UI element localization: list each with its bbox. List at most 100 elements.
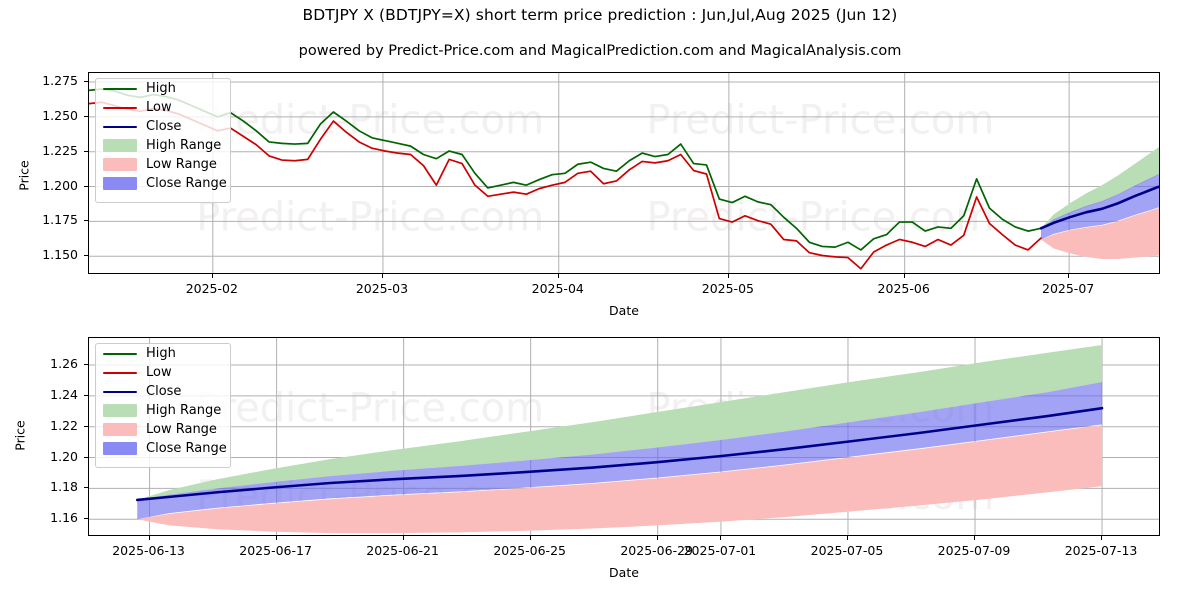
bottom-y-tick-label: 1.18 [50,479,78,495]
bottom-y-tick-label: 1.20 [50,448,78,464]
bottom-y-tick-label: 1.16 [50,510,78,526]
bottom-low-range-band [137,425,1103,534]
bottom-x-tick-label: 2025-07-05 [810,543,884,558]
top-legend-label: Close [146,119,182,134]
top-low-range-band [1040,207,1159,259]
top-legend-swatch-line [103,121,137,132]
bottom-chart-legend: High Low Close High Range Low Range Close Ran… [95,343,231,468]
bottom-close-range-band [137,381,1103,520]
top-y-tick-label: 1.275 [42,73,78,89]
top-y-tick-label: 1.225 [42,142,78,158]
top-legend-item: Close Range [96,174,230,193]
top-legend-item: Close [96,117,230,136]
top-y-tick-label: 1.250 [42,107,78,123]
bottom-legend-item: Low Range [96,420,230,439]
bottom-watermark: Predict-Price.com [196,386,544,432]
top-legend-item: High Range [96,136,230,155]
bottom-legend-label: Close [146,384,182,399]
bottom-x-tick-label: 2025-06-21 [366,543,439,558]
bottom-x-tick-mark [148,536,150,540]
top-close-line [1039,185,1159,230]
top-legend-label: Low [146,100,172,115]
top-low-line [89,101,1042,270]
top-x-tick-label: 2025-07 [1042,281,1095,296]
bottom-y-tick-mark [84,487,88,489]
bottom-y-tick-mark [84,394,88,396]
bottom-x-tick-mark [1101,536,1103,540]
top-y-tick-mark [84,220,88,222]
bottom-x-tick-label: 2025-06-13 [112,543,185,558]
top-legend-label: High Range [146,138,222,153]
bottom-legend-swatch-line [103,348,137,359]
bottom-x-tick-label: 2025-07-09 [937,543,1011,558]
bottom-x-tick-mark [846,536,848,540]
bottom-legend-item: Low [96,363,230,382]
top-legend-swatch-patch [103,158,137,171]
bottom-x-tick-mark [719,536,721,540]
bottom-legend-item: High [96,344,230,363]
top-x-tick-mark [211,274,213,278]
bottom-legend-item: Close [96,382,230,401]
top-y-tick-label: 1.200 [42,177,78,193]
top-y-tick-label: 1.175 [42,212,78,228]
bottom-legend-swatch-patch [103,442,137,455]
bottom-y-tick-mark [84,518,88,520]
top-watermark: Predict-Price.com [196,195,544,241]
bottom-close-line [135,406,1104,502]
top-high-line [89,88,1042,251]
bottom-x-tick-label: 2025-07-01 [683,543,757,558]
bottom-legend-label: High Range [146,403,222,418]
top-y-tick-label: 1.150 [42,247,78,263]
top-x-tick-mark [1068,274,1070,278]
bottom-legend-label: High [146,346,176,361]
top-plot-area: Predict-Price.com Predict-Price.com Predic… [88,72,1160,274]
top-legend-item: Low Range [96,155,230,174]
bottom-legend-swatch-patch [103,404,137,417]
bottom-legend-label: Close Range [146,441,227,456]
bottom-x-tick-label: 2025-07-13 [1064,543,1138,558]
top-legend-label: High [146,81,176,96]
bottom-plot-area: Predict-Price.comPredict-Price.comPredic… [88,337,1160,536]
top-legend-swatch-line [103,83,137,94]
top-high-range-band [1040,147,1159,229]
page-subtitle: powered by Predict-Price.com and Magical… [298,43,902,59]
top-y-tick-mark [84,185,88,187]
top-x-tick-label: 2025-05 [701,281,754,296]
top-x-tick-mark [727,274,729,278]
top-legend-item: High [96,79,230,98]
bottom-legend-label: Low Range [146,422,217,437]
bottom-y-tick-mark [84,425,88,427]
top-watermark: Predict-Price.com [646,195,994,241]
bottom-legend-swatch-line [103,386,137,397]
bottom-y-tick-label: 1.22 [50,417,78,433]
bottom-x-tick-mark [275,536,277,540]
top-x-tick-mark [381,274,383,278]
bottom-x-tick-label: 2025-06-29 [620,543,694,558]
bottom-legend-swatch-line [103,367,137,378]
top-y-tick-mark [84,81,88,83]
bottom-x-tick-mark [656,536,658,540]
bottom-legend-label: Low [146,365,172,380]
bottom-x-tick-mark [974,536,975,540]
bottom-x-axis-label: Date [609,565,639,580]
bottom-y-tick-mark [84,363,88,365]
top-close-range-band [1040,174,1159,240]
bottom-x-tick-mark [529,536,531,540]
top-x-tick-mark [557,274,559,278]
bottom-legend-item: Close Range [96,439,230,458]
top-x-tick-label: 2025-04 [531,281,584,296]
bottom-y-tick-label: 1.24 [50,386,78,402]
top-legend-swatch-patch [103,139,137,152]
top-x-axis-label: Date [609,303,639,318]
top-legend-swatch-patch [103,177,137,190]
bottom-x-tick-label: 2025-06-17 [239,543,312,558]
top-chart-legend: High Low Close High Range Low Range Close Ran… [95,78,231,203]
page-title: BDTJPY X (BDTJPY=X) short term price pre… [302,6,898,24]
bottom-y-tick-mark [84,456,88,458]
top-x-tick-label: 2025-06 [877,281,930,296]
top-legend-label: Low Range [146,157,217,172]
top-legend-item: Low [96,98,230,117]
bottom-legend-swatch-patch [103,423,137,436]
bottom-x-tick-mark [402,536,404,540]
